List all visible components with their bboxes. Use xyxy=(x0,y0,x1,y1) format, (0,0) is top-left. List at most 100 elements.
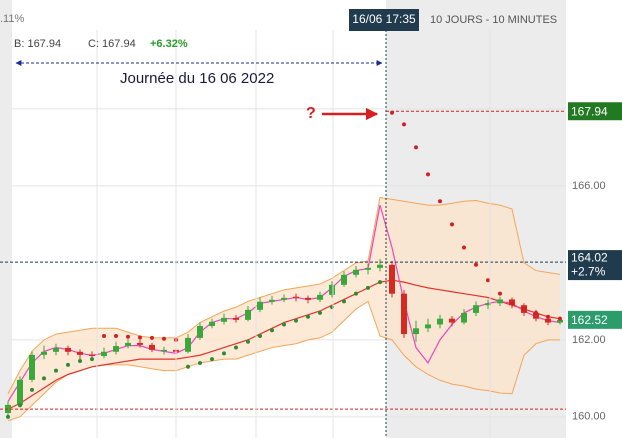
sar-dot xyxy=(318,310,322,315)
sar-dot xyxy=(126,334,130,339)
period: 10 JOURS - 10 MINUTES xyxy=(430,14,557,26)
sar-dot xyxy=(402,122,406,127)
candle-body xyxy=(425,324,431,329)
candle-body xyxy=(137,342,143,345)
sar-dot xyxy=(462,245,466,250)
band-upper xyxy=(7,196,561,394)
sar-dot xyxy=(534,310,538,315)
candle-body xyxy=(17,379,23,405)
sar-dot xyxy=(546,314,550,319)
y-tick-label: 166.00 xyxy=(572,180,606,192)
sar-dot xyxy=(438,199,442,204)
question: ? xyxy=(306,105,316,122)
candle-body xyxy=(161,349,167,352)
candle-body xyxy=(497,299,503,304)
sar-dot xyxy=(210,357,214,362)
price-tag xyxy=(568,310,622,329)
price-tag-label: 167.94 xyxy=(571,104,608,118)
candle-body xyxy=(329,284,335,295)
candle-body xyxy=(125,342,131,347)
sar-dot xyxy=(6,414,10,419)
price-tag-label: 162.52 xyxy=(571,313,608,327)
candle-body xyxy=(533,312,539,319)
sar-dot xyxy=(486,278,490,283)
candle-body xyxy=(473,305,479,313)
sar-dot xyxy=(162,336,166,341)
sar-dot xyxy=(294,318,298,323)
candle-body xyxy=(185,337,191,352)
sar-dot xyxy=(270,328,274,333)
sar-dot xyxy=(510,301,514,306)
sar-dot xyxy=(78,359,82,364)
candle-body xyxy=(341,274,347,285)
candle-body xyxy=(281,297,287,300)
sar-dot xyxy=(474,262,478,267)
candle-body xyxy=(377,264,383,268)
time-label-box xyxy=(349,9,419,31)
x-grid xyxy=(96,30,491,438)
candle-body xyxy=(149,344,155,350)
annotation: Journée du 16 06 2022 xyxy=(120,70,274,87)
sar-dot xyxy=(306,314,310,319)
sar-dot xyxy=(102,334,106,339)
sar-dot xyxy=(114,334,118,339)
sar-dot xyxy=(342,299,346,304)
candle-body xyxy=(29,354,35,380)
sar-dot xyxy=(450,222,454,227)
candle-body xyxy=(485,303,491,306)
candle-body xyxy=(65,347,71,352)
candle-body xyxy=(461,312,467,323)
change: +6.32% xyxy=(150,38,188,50)
y-tick-label: 160.00 xyxy=(572,411,606,423)
sar-dot xyxy=(138,335,142,340)
sar-dot xyxy=(234,345,238,350)
price-tag-sub: +2.7% xyxy=(571,264,606,278)
candle-body xyxy=(89,354,95,357)
sar-dot xyxy=(246,339,250,344)
candle-body xyxy=(305,297,311,300)
price-tag xyxy=(568,250,622,281)
sar-dot xyxy=(378,280,382,285)
candle-body xyxy=(221,317,227,322)
header-left: .11% xyxy=(0,13,24,25)
sar-dot xyxy=(66,362,70,367)
sar-dot xyxy=(150,335,154,340)
sar-dot xyxy=(414,145,418,150)
candle-body xyxy=(77,351,83,355)
sar-dot xyxy=(30,387,34,392)
candle-body xyxy=(449,318,455,323)
candle-body xyxy=(545,318,551,323)
candle-body xyxy=(41,351,47,355)
sar-dot xyxy=(222,351,226,356)
sar-dot xyxy=(498,291,502,296)
candle-body xyxy=(197,325,203,338)
price-tag-label: 164.02 xyxy=(571,250,608,264)
price-tag xyxy=(568,102,622,121)
close-info: C: 167.94 xyxy=(88,38,136,50)
candle-body xyxy=(413,328,419,335)
sar-dot xyxy=(42,376,46,381)
sar-dot xyxy=(558,316,562,321)
sar-dot xyxy=(198,360,202,365)
candle-body xyxy=(401,293,407,335)
y-tick-label: 162.00 xyxy=(572,334,606,346)
candle-body xyxy=(353,269,359,275)
bid: B: 167.94 xyxy=(14,38,61,50)
off-session xyxy=(0,0,12,438)
candle-body xyxy=(317,294,323,300)
candle-body xyxy=(257,301,263,310)
candle-body xyxy=(245,309,251,320)
band-area xyxy=(8,197,560,421)
time-label: 16/06 17:35 xyxy=(352,12,416,26)
sar-dot xyxy=(522,307,526,312)
sar-dot xyxy=(186,364,190,369)
candle-body xyxy=(269,299,275,302)
sar-dot xyxy=(282,322,286,327)
sar-dot xyxy=(366,285,370,290)
sar-dot xyxy=(390,110,394,115)
candle-body xyxy=(365,267,371,270)
sar-dot xyxy=(18,403,22,408)
sar-dot xyxy=(426,172,430,177)
candle-body xyxy=(53,347,59,352)
